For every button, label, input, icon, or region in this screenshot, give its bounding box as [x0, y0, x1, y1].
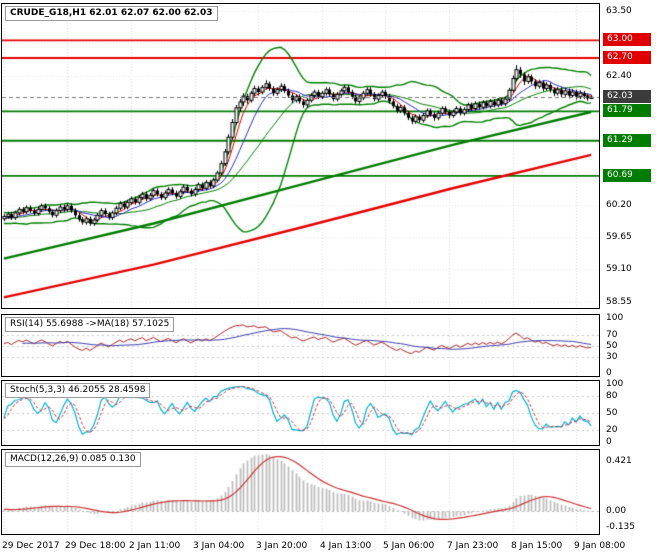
price-badge: 62.03	[603, 90, 651, 104]
price-tick-label: 59.10	[606, 264, 632, 275]
macd-panel[interactable]: MACD(12,26,9) 0.085 0.130	[1, 449, 600, 535]
macd-tick-label: 0.00	[606, 506, 627, 517]
price-badge: 61.29	[603, 133, 651, 147]
time-label: 29 Dec 18:00	[65, 541, 126, 551]
rsi-tick-label: 0	[606, 368, 612, 378]
price-badge: 61.79	[603, 104, 651, 118]
stochastic-panel[interactable]: Stoch(5,3,3) 46.2055 28.4598	[1, 380, 600, 446]
time-label: 29 Dec 2017	[2, 541, 60, 551]
main-chart-panel[interactable]: CRUDE_G18,H1 62.01 62.07 62.00 62.03	[1, 3, 600, 309]
price-tick-label: 63.50	[606, 6, 632, 17]
time-label: 3 Jan 04:00	[193, 541, 245, 551]
stoch-tick-label: 0	[606, 437, 612, 447]
macd-label: MACD(12,26,9) 0.085 0.130	[5, 452, 141, 467]
price-tick-label: 60.20	[606, 199, 632, 210]
time-label: 2 Jan 11:00	[129, 541, 181, 551]
macd-tick-label: -0.135	[606, 522, 636, 533]
stoch-tick-label: 50	[606, 408, 618, 418]
price-badge: 63.00	[603, 33, 651, 47]
price-tick-label: 58.55	[606, 296, 632, 307]
time-label: 9 Jan 08:00	[574, 541, 626, 551]
time-axis: 29 Dec 2017 29 Dec 18:00 2 Jan 11:00 3 Jan …	[1, 539, 660, 559]
price-axis: 63.50 62.40 60.20 59.65 59.10 58.55 63.00 62.70…	[602, 0, 660, 538]
rsi-label: RSI(14) 55.6988 ->MA(18) 57.1025	[5, 317, 175, 332]
time-label: 8 Jan 15:00	[511, 541, 563, 551]
time-label: 7 Jan 23:00	[447, 541, 499, 551]
price-badge: 60.69	[603, 168, 651, 182]
price-tick-label: 62.40	[606, 70, 632, 81]
rsi-tick-label: 70	[606, 329, 618, 340]
main-chart-canvas[interactable]	[2, 4, 599, 308]
rsi-tick-label: 50	[606, 340, 618, 351]
rsi-tick-label: 30	[606, 351, 618, 362]
stoch-tick-label: 20	[606, 425, 618, 436]
stochastic-label: Stoch(5,3,3) 46.2055 28.4598	[5, 383, 151, 398]
stoch-tick-label: 100	[606, 379, 624, 389]
macd-tick-label: 0.421	[606, 456, 632, 467]
price-badge: 62.70	[603, 50, 651, 64]
stoch-tick-label: 80	[606, 390, 618, 401]
symbol-ohlc-label: CRUDE_G18,H1 62.01 62.07 62.00 62.03	[5, 6, 218, 21]
time-label: 3 Jan 20:00	[256, 541, 308, 551]
rsi-panel[interactable]: RSI(14) 55.6988 ->MA(18) 57.1025	[1, 314, 600, 377]
time-label: 4 Jan 13:00	[320, 541, 372, 551]
price-tick-label: 59.65	[606, 231, 632, 242]
rsi-tick-label: 100	[606, 313, 624, 323]
time-label: 5 Jan 06:00	[383, 541, 435, 551]
